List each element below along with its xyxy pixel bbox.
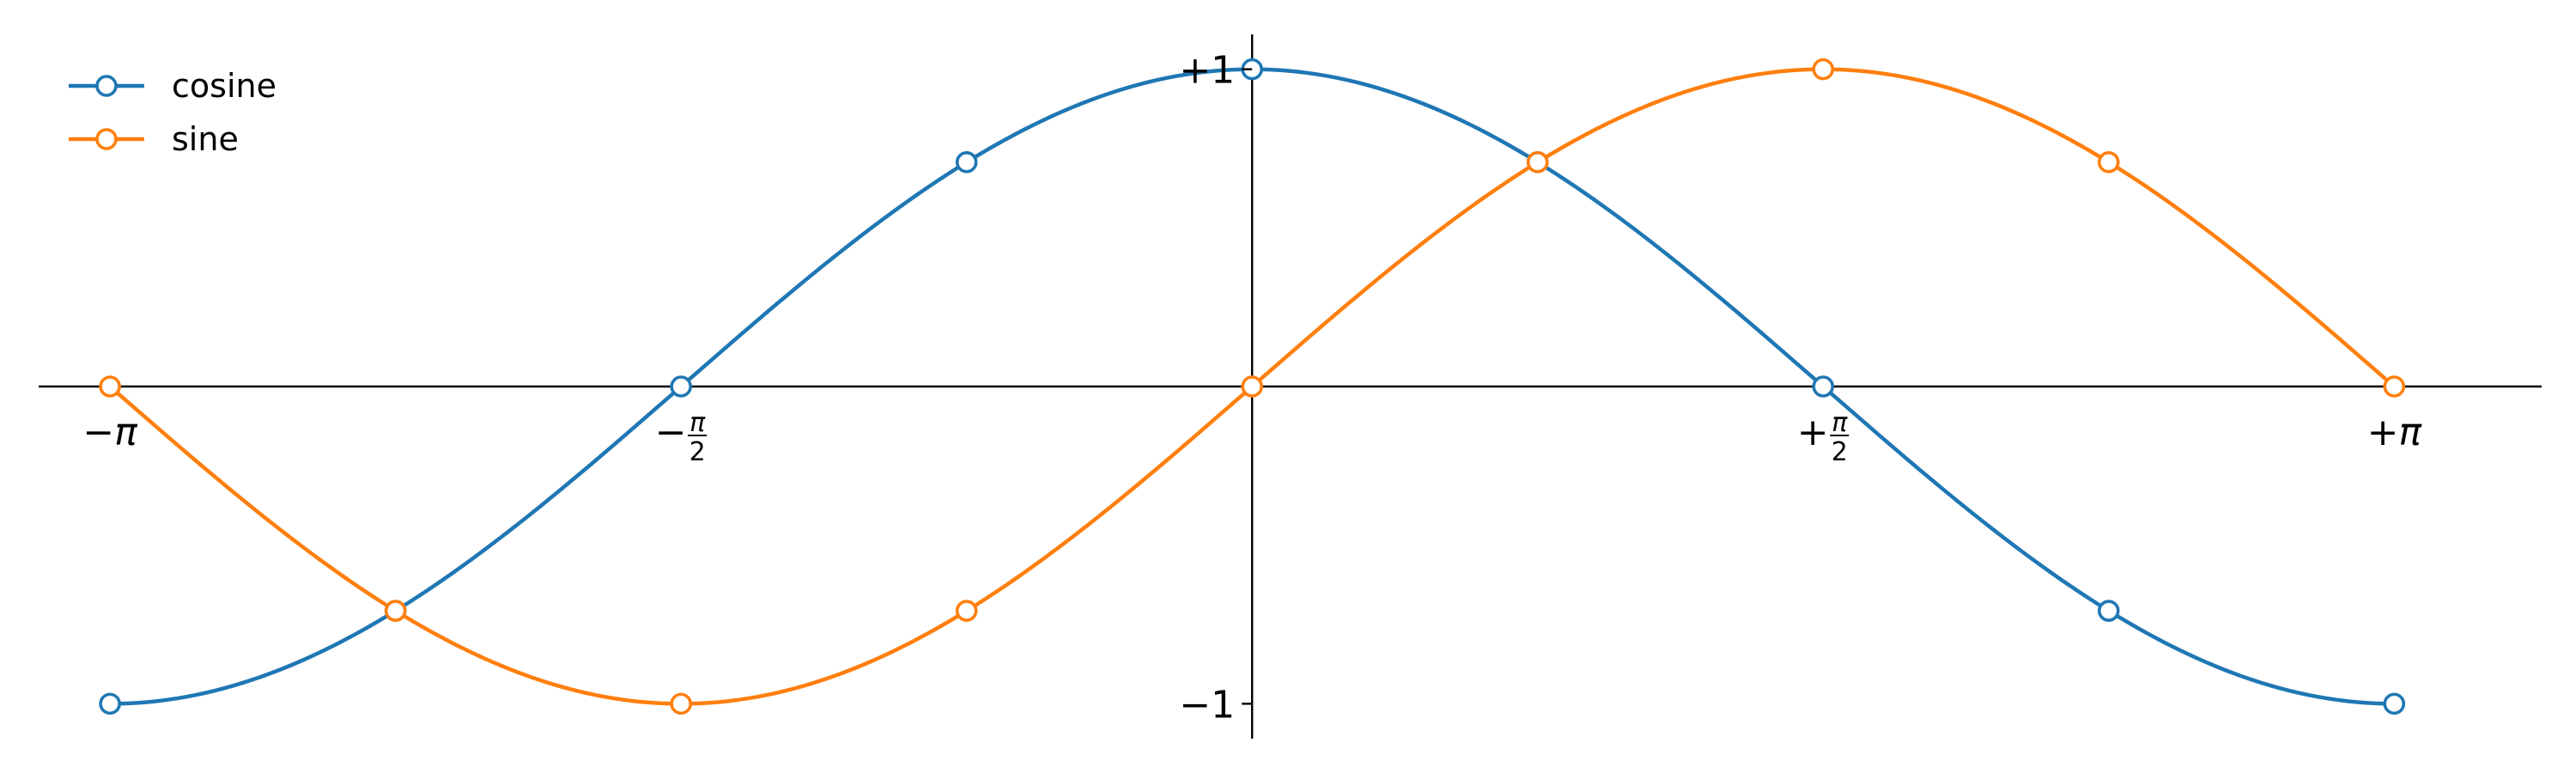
legend-item-cosine: cosine (69, 67, 276, 105)
legend-item-sine: sine (69, 120, 239, 158)
data-point-sine (384, 600, 407, 622)
data-point-sine (1526, 151, 1549, 173)
legend-label: sine (172, 120, 239, 158)
x-tick-numerator: π (1832, 408, 1848, 438)
data-point-sine (1241, 375, 1263, 398)
x-tick-denominator: 2 (1832, 437, 1848, 467)
ticks: −π − π2 + π2 +π−1+1 (82, 49, 2422, 727)
y-tick-label: −1 (1179, 683, 1235, 727)
x-tick-text: −π (82, 411, 138, 454)
data-point-sine (2097, 151, 2120, 173)
data-point-sine (955, 600, 978, 622)
data-point-sine (670, 692, 692, 715)
x-tick-label: + π2 (1797, 408, 1850, 467)
x-tick-denominator: 2 (690, 437, 706, 467)
x-tick-numerator: π (690, 408, 706, 438)
data-point-cosine (670, 375, 692, 398)
data-point-sine (1812, 58, 1835, 81)
data-point-cosine (99, 692, 121, 715)
data-point-sine (99, 375, 121, 398)
x-tick-label: −π (82, 411, 138, 454)
data-point-sine (2383, 375, 2406, 398)
data-point-cosine (2097, 600, 2120, 622)
x-tick-label: +π (2367, 411, 2423, 454)
data-point-cosine (2383, 692, 2406, 715)
x-tick-sign: + (1797, 411, 1829, 454)
x-tick-text: +π (2367, 411, 2423, 454)
legend: cosine sine (69, 67, 276, 158)
data-point-cosine (1812, 375, 1835, 398)
legend-label: cosine (172, 67, 276, 105)
y-tick-label: +1 (1179, 49, 1235, 93)
x-tick-sign: − (655, 411, 687, 454)
legend-marker (95, 75, 118, 97)
axes (39, 34, 2542, 739)
legend-marker (95, 128, 118, 150)
x-tick-label: − π2 (655, 408, 708, 467)
data-point-cosine (955, 151, 978, 173)
